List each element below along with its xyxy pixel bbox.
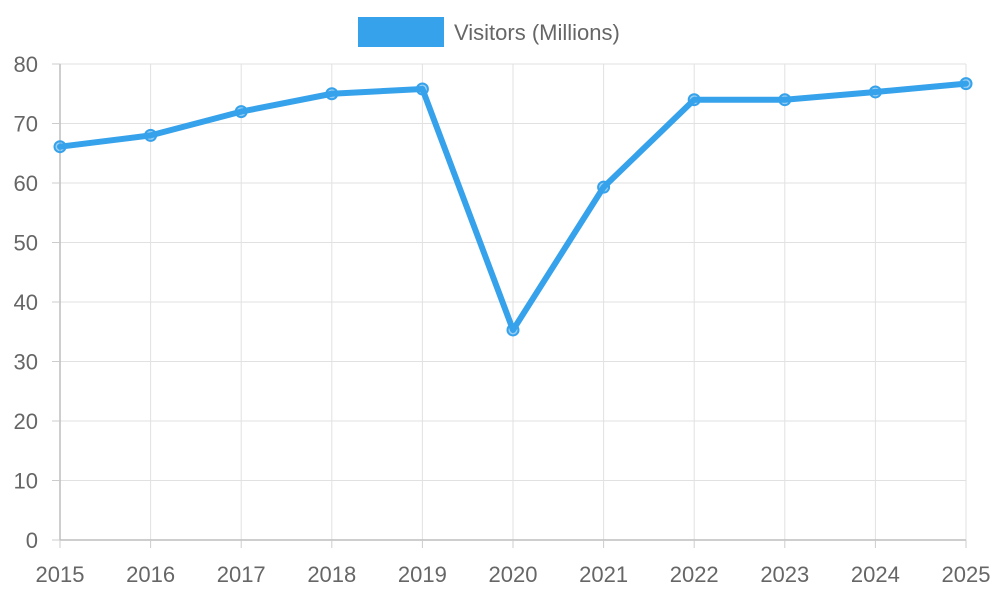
data-point[interactable] [234, 105, 248, 119]
grid [60, 63, 967, 540]
y-tick-label: 10 [14, 469, 38, 494]
x-axis-ticks: 2015 2016 2017 2018 2019 2020 2021 2022 2023 2024… [36, 540, 991, 587]
x-tick-label: 2020 [489, 562, 538, 587]
series [53, 77, 973, 337]
x-tick-label: 2019 [398, 562, 447, 587]
y-tick-label: 60 [14, 171, 38, 196]
x-tick-label: 2016 [126, 562, 175, 587]
data-point[interactable] [144, 128, 158, 142]
y-tick-label: 30 [14, 350, 38, 375]
data-point[interactable] [959, 77, 973, 91]
y-tick-label: 50 [14, 231, 38, 256]
y-tick-label: 0 [26, 528, 38, 553]
data-point[interactable] [415, 82, 429, 96]
data-point[interactable] [325, 87, 339, 101]
y-axis-ticks: 0 10 20 30 40 50 60 70 80 [14, 52, 60, 553]
y-tick-label: 70 [14, 112, 38, 137]
data-point[interactable] [868, 85, 882, 99]
data-point[interactable] [597, 180, 611, 194]
legend-label[interactable]: Visitors (Millions) [454, 20, 620, 45]
x-tick-label: 2022 [670, 562, 719, 587]
y-tick-label: 20 [14, 409, 38, 434]
data-point[interactable] [506, 323, 520, 337]
legend-swatch[interactable] [358, 17, 444, 47]
data-point[interactable] [778, 93, 792, 107]
x-tick-label: 2015 [36, 562, 85, 587]
data-point[interactable] [53, 140, 67, 154]
data-point[interactable] [687, 93, 701, 107]
y-tick-label: 40 [14, 290, 38, 315]
x-tick-label: 2017 [217, 562, 266, 587]
x-tick-label: 2025 [942, 562, 991, 587]
x-tick-label: 2018 [307, 562, 356, 587]
y-tick-label: 80 [14, 52, 38, 77]
legend[interactable]: Visitors (Millions) [358, 17, 620, 47]
x-tick-label: 2021 [579, 562, 628, 587]
x-tick-label: 2024 [851, 562, 900, 587]
x-tick-label: 2023 [760, 562, 809, 587]
